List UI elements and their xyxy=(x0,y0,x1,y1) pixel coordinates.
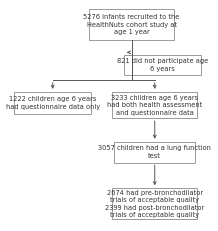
Text: 821 did not participate age
6 years: 821 did not participate age 6 years xyxy=(117,58,208,72)
FancyBboxPatch shape xyxy=(14,92,91,114)
FancyBboxPatch shape xyxy=(112,92,197,118)
FancyBboxPatch shape xyxy=(124,55,201,75)
Text: 3233 children age 6 years
had both health assessment
and questionnaire data: 3233 children age 6 years had both healt… xyxy=(107,95,202,116)
FancyBboxPatch shape xyxy=(89,9,174,40)
FancyBboxPatch shape xyxy=(112,188,197,219)
Text: 1222 children age 6 years
had questionnaire data only: 1222 children age 6 years had questionna… xyxy=(6,96,100,110)
Text: 5276 infants recruited to the
HealthNuts cohort study at
age 1 year: 5276 infants recruited to the HealthNuts… xyxy=(83,14,180,35)
Text: 3057 children had a lung function
test: 3057 children had a lung function test xyxy=(98,146,211,159)
Text: 2674 had pre-bronchodilator
trials of acceptable quality
2399 had post-bronchodi: 2674 had pre-bronchodilator trials of ac… xyxy=(105,190,204,218)
FancyBboxPatch shape xyxy=(114,142,195,163)
